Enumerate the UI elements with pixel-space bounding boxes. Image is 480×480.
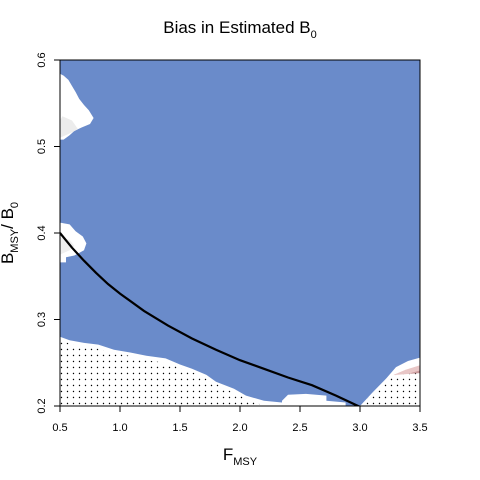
- heatmap-background: [60, 60, 420, 406]
- shaded-patches: [60, 116, 420, 378]
- x-tick-label: 1.0: [112, 422, 127, 434]
- y-tick-label: 0.4: [36, 225, 48, 240]
- x-axis: 0.5 1.0 1.5 2.0 2.5 3.0 3.5: [52, 406, 428, 434]
- shaded-patch-3: [60, 237, 75, 255]
- x-tick-label: 3.5: [412, 422, 427, 434]
- x-axis-title: FMSY: [223, 445, 258, 468]
- y-tick-label: 0.6: [36, 52, 48, 67]
- y-axis-title: BMSY/ B0: [0, 202, 21, 264]
- white-region-3: [282, 393, 346, 406]
- x-tick-label: 0.5: [52, 422, 67, 434]
- y-tick-label: 0.5: [36, 139, 48, 154]
- dotted-regions: [60, 339, 420, 406]
- dotted-region-1: [360, 373, 420, 406]
- y-tick-label: 0.3: [36, 312, 48, 327]
- x-tick-label: 2.5: [292, 422, 307, 434]
- x-tick-label: 3.0: [352, 422, 367, 434]
- y-axis: 0.2 0.3 0.4 0.5 0.6: [36, 52, 60, 414]
- chart-title: Bias in Estimated B0: [163, 18, 317, 41]
- x-tick-label: 2.0: [232, 422, 247, 434]
- plot-area: [60, 60, 420, 406]
- shaded-patch-2: [60, 116, 78, 138]
- white-region-1: [60, 222, 87, 263]
- reference-curve-line: [60, 232, 361, 406]
- dotted-region-0: [60, 339, 264, 406]
- y-tick-label: 0.2: [36, 398, 48, 413]
- x-tick-label: 1.5: [172, 422, 187, 434]
